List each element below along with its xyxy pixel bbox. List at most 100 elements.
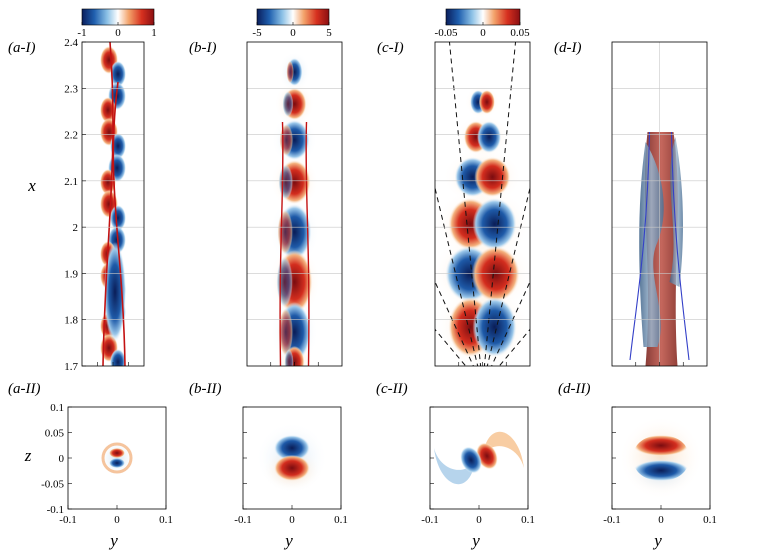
x-tick-label: 0.1	[159, 514, 173, 526]
y-tick-label: 2.1	[64, 176, 78, 188]
dipole-right	[474, 157, 511, 197]
vortex-half	[276, 256, 293, 308]
red-lobe	[274, 455, 310, 481]
y-tick-label: 1.8	[64, 315, 78, 327]
vortex-lobe	[110, 61, 126, 87]
y-tick-label: -0.1	[47, 504, 64, 516]
vortex-half	[282, 91, 294, 117]
y-axis-label: x	[27, 176, 36, 195]
dipole-right	[477, 121, 502, 153]
top-panel-2	[246, 41, 343, 367]
bottom-panel-3	[429, 406, 529, 510]
isosurface-blue	[639, 142, 664, 347]
panel-content	[629, 131, 690, 366]
panel-label: (b-II)	[189, 381, 221, 397]
x-tick-label: -0.1	[421, 514, 438, 526]
bottom-panel-4	[611, 406, 711, 510]
vortex-lobe	[110, 349, 126, 366]
panel-content	[99, 440, 135, 476]
colorbar-tick-label: -5	[252, 27, 262, 39]
y-tick-label: 2.3	[64, 83, 78, 95]
dashed-line	[435, 185, 479, 366]
colorbar-tick-label: -1	[77, 27, 86, 39]
y-tick-label: 1.9	[64, 268, 78, 280]
red-lobe	[633, 435, 689, 456]
blue-lobe	[633, 460, 689, 481]
profile-curve	[670, 131, 690, 361]
panel-label: (d-II)	[558, 381, 590, 397]
x-axis-label: y	[108, 531, 118, 550]
colorbar-tick-label: 0	[115, 27, 121, 39]
y-tick-label: 2.2	[64, 130, 78, 142]
dipole-right	[471, 246, 520, 302]
x-axis-label: y	[652, 531, 662, 550]
x-tick-label: 0.1	[334, 514, 348, 526]
panel-content	[435, 42, 530, 366]
vortex-half	[278, 164, 293, 200]
dashed-line	[491, 280, 530, 366]
panel-label: (d-I)	[554, 40, 581, 56]
x-axis-label: y	[470, 531, 480, 550]
x-tick-label: 0	[658, 514, 664, 526]
boundary-curve	[305, 121, 310, 366]
colorbar-tick-label: 1	[151, 27, 157, 39]
y-tick-label: 0	[59, 453, 65, 465]
vortex-half	[286, 60, 294, 84]
x-tick-label: 0.1	[703, 514, 717, 526]
panel-label: (a-II)	[8, 381, 40, 397]
spiral-arm-red	[483, 431, 524, 468]
vortex-half	[277, 209, 293, 255]
vortex-half	[284, 349, 294, 366]
y-tick-label: 2	[73, 222, 79, 234]
x-tick-label: 0	[114, 514, 120, 526]
dashed-line	[486, 185, 530, 366]
blue-lobe	[274, 435, 310, 461]
x-tick-label: 0	[476, 514, 482, 526]
y-tick-label: 0.1	[50, 402, 64, 414]
bottom-panel-2	[242, 406, 342, 510]
panel-label: (c-II)	[376, 381, 408, 397]
dashed-line	[483, 42, 517, 366]
red-lobe	[109, 448, 125, 458]
boundary-curve	[279, 121, 284, 366]
dipole-right	[472, 297, 517, 357]
x-axis-label: y	[283, 531, 293, 550]
x-tick-label: 0	[289, 514, 295, 526]
colorbar-tick-label: 5	[326, 27, 332, 39]
vortex-lobe	[100, 97, 116, 123]
panel-label: (b-I)	[189, 40, 216, 56]
blue-lobe	[109, 458, 125, 468]
dipole-right	[478, 90, 495, 114]
vortex-lobe	[110, 205, 126, 231]
y-tick-label: 0.05	[45, 428, 65, 440]
panel-content	[256, 422, 328, 494]
top-panel-1	[81, 41, 145, 367]
x-tick-label: 0.1	[521, 514, 535, 526]
colorbar-tick-label: 0	[480, 27, 486, 39]
y-tick-label: -0.05	[41, 479, 64, 491]
swirl-curve	[102, 42, 114, 366]
colorbar-tick-label: 0	[290, 27, 296, 39]
panel-content	[434, 431, 524, 485]
dashed-line	[448, 42, 482, 366]
panel-content	[268, 52, 321, 366]
swirl-curve	[112, 81, 126, 366]
top-panel-4	[611, 41, 708, 367]
y-tick-label: 2.4	[64, 37, 78, 49]
spiral-arm-blue	[434, 448, 475, 485]
top-panel-3	[434, 41, 531, 367]
bottom-panel-1	[67, 406, 167, 510]
panel-content	[619, 416, 703, 500]
profile-curve	[629, 131, 651, 361]
dipole-right	[472, 198, 517, 250]
dashed-line	[435, 280, 474, 366]
y-axis-label: z	[24, 446, 32, 465]
vortex-half	[279, 124, 293, 156]
colorbar-tick-label: -0.05	[435, 27, 458, 39]
y-tick-label: 1.7	[64, 361, 78, 373]
panel-label: (a-I)	[8, 40, 35, 56]
panel-label: (c-I)	[377, 40, 404, 56]
blue-lobe	[460, 446, 482, 474]
x-tick-label: -0.1	[603, 514, 620, 526]
